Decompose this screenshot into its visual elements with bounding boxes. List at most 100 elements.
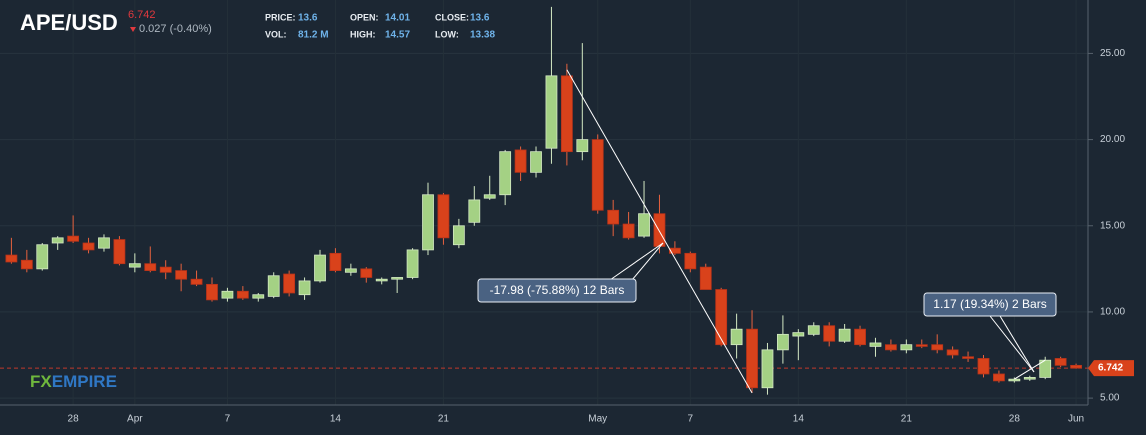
- candle-body: [746, 328, 758, 389]
- x-tick-label: 7: [225, 414, 231, 425]
- candle-body: [391, 277, 404, 280]
- candle-body: [329, 252, 342, 271]
- candle-body: [437, 194, 450, 239]
- candle-body: [915, 344, 928, 347]
- candle-body: [638, 213, 650, 237]
- x-tick-label: 28: [1009, 414, 1021, 425]
- candle-body: [514, 149, 527, 173]
- candle-body: [560, 75, 573, 153]
- y-tick-label: 5.00: [1100, 393, 1120, 404]
- candle-body: [344, 268, 357, 273]
- measure-line: [999, 315, 1035, 373]
- candle-body: [900, 344, 913, 351]
- candle-body: [51, 237, 64, 244]
- candle-body: [113, 239, 126, 265]
- stat-value: 13.38: [470, 30, 495, 41]
- annotation-box: [477, 278, 637, 303]
- candle-body: [221, 290, 234, 299]
- stat-label: PRICE:: [265, 12, 296, 22]
- candles: [5, 6, 1082, 395]
- candle-body: [98, 237, 110, 249]
- x-tick-label: 7: [688, 414, 694, 425]
- candle-body: [236, 290, 249, 299]
- candle-body: [545, 75, 558, 149]
- candle-body: [422, 194, 434, 251]
- watermark-fx: FX: [30, 372, 52, 391]
- candle-body: [607, 209, 620, 225]
- measure-line: [989, 315, 1035, 373]
- x-tick-label: 14: [330, 414, 342, 425]
- stat-label: CLOSE:: [435, 12, 469, 22]
- candle-body: [283, 273, 296, 294]
- candle-body: [777, 333, 789, 351]
- candle-body: [931, 344, 944, 351]
- x-tick-label: 21: [901, 414, 913, 425]
- candle-body: [885, 344, 897, 351]
- candle-body: [730, 328, 743, 346]
- candle-body: [1054, 358, 1067, 366]
- y-tick-label: 10.00: [1100, 307, 1125, 318]
- candle-body: [499, 151, 512, 196]
- candle-body: [468, 199, 481, 223]
- annotation-text: -17.98 (-75.88%) 12 Bars: [490, 283, 625, 297]
- candle-body: [144, 263, 157, 271]
- annotation-text: 1.17 (19.34%) 2 Bars: [933, 297, 1046, 311]
- measure-line: [1014, 359, 1046, 380]
- candle-body: [314, 254, 326, 282]
- candle-body: [298, 280, 311, 296]
- candle-body: [668, 247, 681, 254]
- candle-body: [761, 349, 774, 389]
- candle-body: [175, 270, 188, 280]
- candle-body: [807, 325, 820, 335]
- x-tick-label: Apr: [127, 414, 143, 425]
- candle-body: [20, 259, 33, 270]
- candle-body: [375, 278, 388, 282]
- candle-body: [483, 194, 496, 199]
- stat-label: LOW:: [435, 29, 459, 39]
- candle-body: [206, 283, 218, 301]
- x-tick-label: May: [588, 414, 607, 425]
- candle-body: [622, 223, 635, 239]
- candle-body: [67, 235, 80, 242]
- candle-body: [684, 252, 697, 270]
- candle-body: [452, 225, 465, 246]
- stat-value: 13.6: [298, 13, 318, 24]
- x-tick-label: 14: [793, 414, 805, 425]
- candle-body: [360, 268, 373, 278]
- candle-body: [1070, 364, 1082, 369]
- candle-body: [962, 356, 974, 359]
- candle-body: [854, 328, 866, 346]
- x-tick-label: Jun: [1068, 414, 1084, 425]
- candle-body: [838, 328, 851, 342]
- candle-body: [190, 278, 203, 285]
- x-tick-label: 28: [68, 414, 80, 425]
- header-price: 6.742: [128, 9, 156, 21]
- measure-line: [631, 242, 664, 281]
- candle-body: [977, 358, 990, 375]
- stat-value: 13.6: [470, 13, 490, 24]
- stat-label: VOL:: [265, 29, 287, 39]
- candle-body: [530, 151, 542, 173]
- annotation-box: [923, 292, 1057, 317]
- candle-body: [252, 294, 265, 299]
- candle-body: [159, 266, 172, 273]
- x-tick-label: 21: [438, 414, 450, 425]
- candle-body: [1023, 377, 1036, 380]
- candle-body: [267, 275, 280, 297]
- stat-value: 14.01: [385, 13, 410, 24]
- y-tick-label: 20.00: [1100, 134, 1125, 145]
- symbol: APE/USD: [20, 10, 118, 35]
- candle-body: [1008, 378, 1021, 382]
- stat-label: HIGH:: [350, 29, 376, 39]
- candle-body: [653, 213, 666, 247]
- candle-body: [82, 242, 95, 251]
- stat-value: 14.57: [385, 30, 410, 41]
- down-arrow: [130, 27, 136, 32]
- grid: [0, 52, 1088, 399]
- y-tick-label: 15.00: [1100, 220, 1125, 231]
- stat-value: 81.2 M: [298, 30, 329, 41]
- header-change: 0.027 (-0.40%): [139, 23, 212, 35]
- measure-line: [566, 69, 753, 394]
- candle-body: [406, 249, 419, 278]
